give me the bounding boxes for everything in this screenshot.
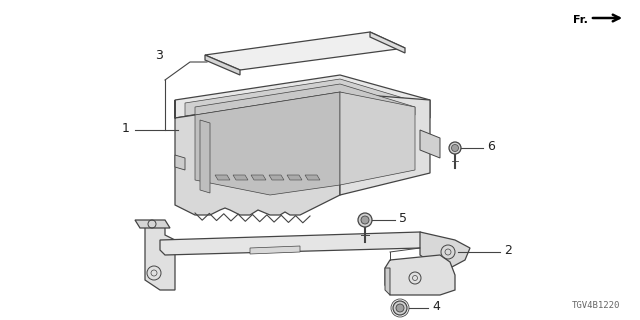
Polygon shape (175, 93, 340, 215)
Polygon shape (385, 255, 455, 295)
Polygon shape (175, 75, 430, 118)
Polygon shape (175, 155, 185, 170)
Polygon shape (305, 175, 320, 180)
Polygon shape (205, 32, 405, 70)
Polygon shape (160, 232, 430, 255)
Text: 2: 2 (504, 244, 512, 257)
Polygon shape (420, 130, 440, 158)
Circle shape (449, 142, 461, 154)
Polygon shape (340, 93, 430, 195)
Text: 1: 1 (122, 122, 130, 134)
Circle shape (396, 304, 404, 312)
Polygon shape (200, 120, 210, 193)
Polygon shape (251, 175, 266, 180)
Polygon shape (215, 175, 230, 180)
Polygon shape (269, 175, 284, 180)
Circle shape (361, 216, 369, 224)
Text: 6: 6 (487, 140, 495, 153)
Polygon shape (287, 175, 302, 180)
Text: 3: 3 (155, 49, 163, 61)
Polygon shape (340, 92, 415, 185)
Circle shape (393, 301, 407, 315)
Polygon shape (195, 84, 415, 115)
Text: TGV4B1220: TGV4B1220 (572, 301, 620, 310)
Polygon shape (420, 232, 470, 268)
Polygon shape (185, 79, 420, 116)
Polygon shape (195, 92, 340, 195)
Text: Fr.: Fr. (573, 15, 588, 25)
Polygon shape (145, 225, 175, 290)
Circle shape (451, 145, 458, 151)
Text: 4: 4 (432, 300, 440, 313)
Text: 5: 5 (399, 212, 407, 225)
Polygon shape (205, 55, 240, 75)
Polygon shape (370, 32, 405, 53)
Polygon shape (233, 175, 248, 180)
Polygon shape (385, 268, 390, 295)
Circle shape (358, 213, 372, 227)
Polygon shape (135, 220, 170, 228)
Polygon shape (250, 246, 300, 254)
